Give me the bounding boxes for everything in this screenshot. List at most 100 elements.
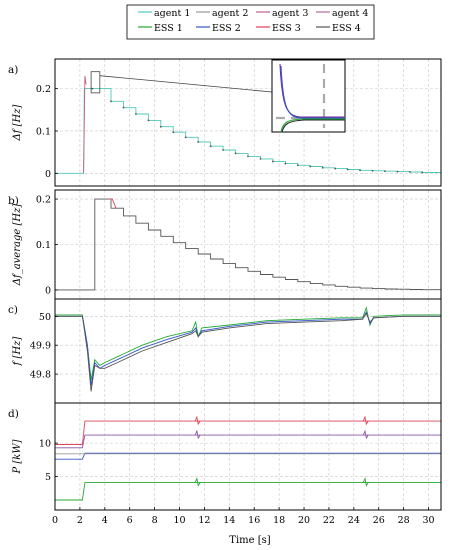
series-marker <box>408 171 411 173</box>
y-tick-label: 5 <box>45 472 51 483</box>
x-tick-label: 2 <box>77 515 83 526</box>
series-transient <box>362 477 369 487</box>
series-transient <box>194 429 201 440</box>
series-transient <box>194 415 201 426</box>
plot-frame <box>54 298 442 404</box>
series-line <box>83 75 87 174</box>
x-tick-label: 26 <box>373 515 385 526</box>
series-line <box>55 198 441 291</box>
y-tick-label: 0 <box>45 169 51 180</box>
series-transient <box>362 429 369 440</box>
x-tick-label: 20 <box>298 515 310 526</box>
series-marker <box>135 113 137 115</box>
x-tick-label: 16 <box>248 515 260 526</box>
panel-label: d) <box>8 408 19 420</box>
y-tick-label: 0.2 <box>36 84 51 95</box>
panel-a: 0 0.1 0.2 a) Δf [Hz] <box>8 58 442 187</box>
series-marker <box>309 165 312 168</box>
series-marker <box>91 87 94 90</box>
inset-series-line <box>280 65 345 119</box>
legend-label: ESS 4 <box>332 23 361 34</box>
y-tick-label: 10 <box>39 439 51 450</box>
series-marker <box>172 131 175 134</box>
zoom-connector <box>99 75 273 93</box>
series-marker <box>321 166 324 169</box>
series-marker <box>110 100 112 103</box>
legend-label: agent 2 <box>212 8 248 19</box>
zoom-region <box>90 71 101 94</box>
series-line <box>55 312 441 392</box>
series-marker <box>421 171 424 174</box>
series-marker <box>122 106 125 109</box>
legend: agent 1 agent 2 agent 3 agent 4 ESS 1 ESS 2 ES… <box>126 4 375 40</box>
x-tick-label: 14 <box>223 515 235 526</box>
x-tick-label: 12 <box>198 515 210 526</box>
y-tick-label: 0.2 <box>36 195 51 206</box>
x-axis-label: Time [s] <box>229 535 270 546</box>
y-tick-label: 49.9 <box>30 341 51 352</box>
series-transient <box>194 477 201 487</box>
legend-label: agent 3 <box>272 8 308 19</box>
panel-b: 0 0.1 0.2 b)Δf_average [Hz] <box>8 189 442 300</box>
series-marker <box>334 167 337 170</box>
x-tick-label: 18 <box>273 515 285 526</box>
panel-label: b) <box>8 195 19 207</box>
panel-c: 49.8 49.9 50 c) f [Hz] <box>8 298 442 404</box>
series-marker <box>247 155 249 158</box>
series-line <box>55 420 441 445</box>
series-line <box>55 452 441 460</box>
y-axis-label: Δf_average [Hz] <box>12 204 23 287</box>
series-marker <box>272 160 274 163</box>
x-tick-label: 28 <box>398 515 410 526</box>
series-marker <box>346 168 349 171</box>
series-marker <box>284 162 287 165</box>
series-marker <box>371 169 374 172</box>
y-axis-label: Δf [Hz] <box>12 104 23 141</box>
legend-label: agent 4 <box>332 8 368 19</box>
series-transient <box>362 415 369 426</box>
series-marker <box>384 170 386 173</box>
x-tick-label: 30 <box>423 515 435 526</box>
series-marker <box>184 136 187 139</box>
series-line <box>55 482 441 501</box>
inset-series-line <box>281 119 345 133</box>
series-marker <box>147 119 150 122</box>
y-tick-label: 0.1 <box>36 240 51 251</box>
y-tick-label: 49.8 <box>30 370 51 381</box>
y-tick-label: 0 <box>45 285 51 296</box>
legend-label: ESS 1 <box>154 23 183 34</box>
series-line <box>55 434 441 449</box>
plot-frame <box>54 58 442 187</box>
x-tick-label: 0 <box>52 515 58 526</box>
x-tick-label: 24 <box>348 515 360 526</box>
y-tick-label: 0.1 <box>36 126 51 137</box>
x-tick-label: 4 <box>102 515 108 526</box>
y-axis-label: P [kW] <box>12 439 23 474</box>
series-marker <box>259 158 262 160</box>
legend-label: agent 1 <box>154 8 190 19</box>
x-tick-label: 22 <box>323 515 335 526</box>
legend-label: ESS 2 <box>212 23 241 34</box>
panel-label: a) <box>8 64 18 76</box>
series-marker <box>359 169 361 172</box>
x-tick-label: 8 <box>152 515 158 526</box>
series-marker <box>296 164 299 167</box>
series-marker <box>222 149 224 151</box>
series-line <box>108 198 117 209</box>
legend-box <box>126 4 375 40</box>
x-tick-label: 10 <box>173 515 185 526</box>
panel-label: c) <box>8 304 18 316</box>
series-marker <box>159 125 162 128</box>
series-marker <box>234 152 237 155</box>
x-tick-label: 6 <box>127 515 133 526</box>
inset-series-line <box>280 118 345 133</box>
y-axis-label: f [Hz] <box>12 337 23 367</box>
series-marker <box>209 145 212 148</box>
plot-frame <box>54 402 442 511</box>
series-marker <box>396 170 399 173</box>
legend-label: ESS 3 <box>272 23 301 34</box>
y-tick-label: 50 <box>39 312 51 323</box>
series-marker <box>197 141 200 143</box>
